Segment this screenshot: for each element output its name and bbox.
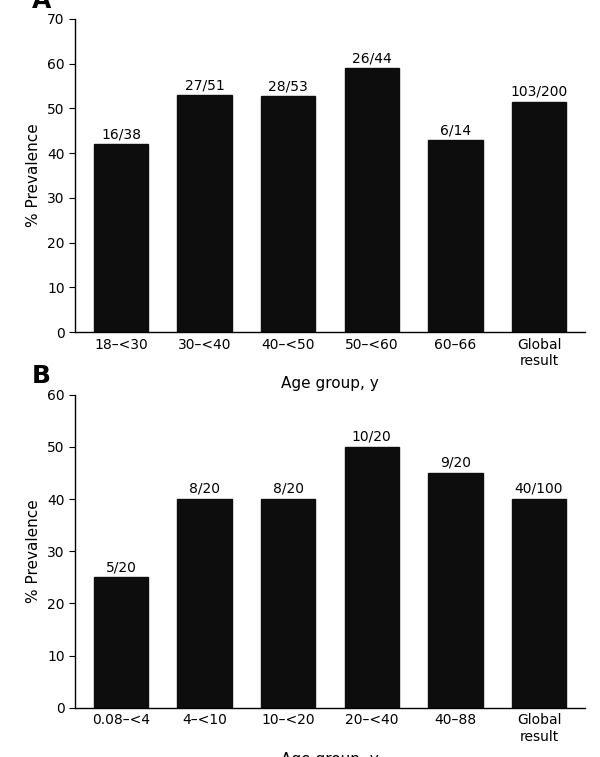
Text: 5/20: 5/20 [106,560,136,575]
Bar [344,67,399,332]
Text: B: B [32,364,50,388]
Bar [261,499,316,708]
Text: A: A [32,0,51,13]
Text: 8/20: 8/20 [272,482,304,496]
Text: 9/20: 9/20 [440,456,471,470]
X-axis label: Age group, y: Age group, y [281,752,379,757]
Y-axis label: % Prevalence: % Prevalence [26,500,41,603]
Bar [512,101,566,332]
Y-axis label: % Prevalence: % Prevalence [26,123,41,227]
Text: 10/20: 10/20 [352,430,392,444]
X-axis label: Age group, y: Age group, y [281,376,379,391]
Bar [178,499,232,708]
Bar [94,144,148,332]
Bar [94,578,148,708]
Bar [178,95,232,332]
Bar [428,473,482,708]
Text: 103/200: 103/200 [511,85,568,99]
Text: 6/14: 6/14 [440,123,471,138]
Bar [512,499,566,708]
Text: 16/38: 16/38 [101,127,141,141]
Text: 8/20: 8/20 [189,482,220,496]
Text: 40/100: 40/100 [515,482,563,496]
Text: 28/53: 28/53 [268,79,308,93]
Bar [261,95,316,332]
Text: 27/51: 27/51 [185,79,224,92]
Bar [344,447,399,708]
Bar [428,140,482,332]
Text: 26/44: 26/44 [352,51,392,65]
